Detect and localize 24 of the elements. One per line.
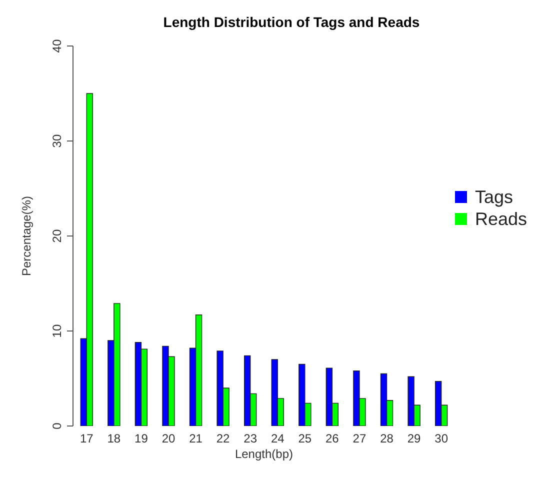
x-tick-label: 30 bbox=[434, 432, 448, 446]
y-axis-title: Percentage(%) bbox=[19, 196, 34, 276]
y-tick-label: 20 bbox=[50, 229, 64, 243]
x-tick-label: 19 bbox=[134, 432, 148, 446]
x-tick-label: 29 bbox=[407, 432, 422, 446]
x-tick-label: 25 bbox=[298, 432, 312, 446]
legend-label: Reads bbox=[474, 208, 527, 230]
y-tick-label: 30 bbox=[50, 134, 64, 148]
x-tick-label: 28 bbox=[380, 432, 394, 446]
x-tick-label: 23 bbox=[244, 432, 258, 446]
y-tick-label: 40 bbox=[50, 39, 64, 53]
x-tick-label: 20 bbox=[162, 432, 176, 446]
x-tick-label: 24 bbox=[270, 432, 285, 446]
y-tick-label: 10 bbox=[50, 324, 64, 338]
x-tick-label: 17 bbox=[80, 432, 94, 446]
y-tick-label: 0 bbox=[50, 422, 64, 430]
x-tick-label: 27 bbox=[352, 432, 366, 446]
x-tick-label: 18 bbox=[107, 432, 121, 446]
x-tick-label: 21 bbox=[189, 432, 203, 446]
x-tick-label: 22 bbox=[216, 432, 230, 446]
x-tick-label: 26 bbox=[326, 432, 340, 446]
legend-label: Tags bbox=[474, 186, 513, 208]
x-axis-title: Length(bp) bbox=[234, 447, 294, 461]
chart-title: Length Distribution of Tags and Reads bbox=[162, 13, 421, 32]
